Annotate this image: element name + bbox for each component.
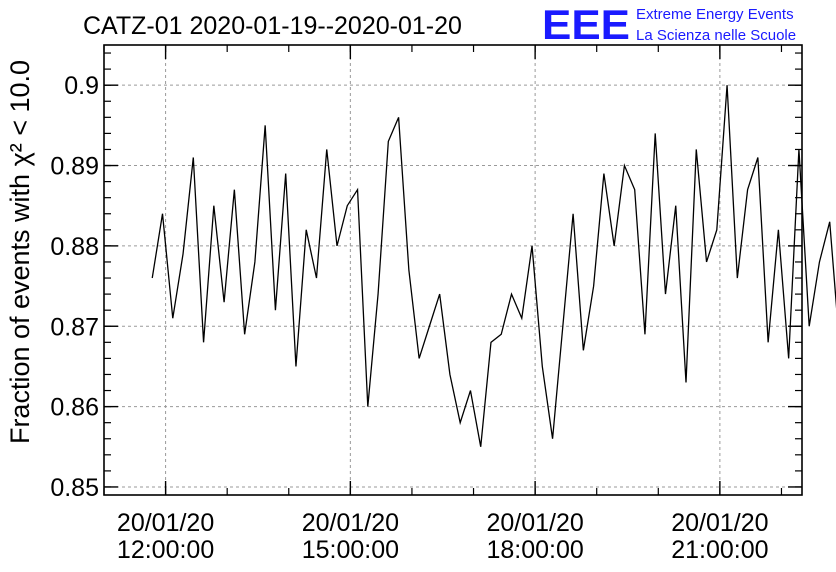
eee-logo-line2: La Scienza nelle Scuole (636, 27, 796, 44)
y-axis-label: Fraction of events with χ² < 10.0 (5, 60, 35, 444)
series-line (151, 85, 836, 447)
y-tick-label: 0.88 (50, 233, 99, 261)
eee-logo-mark: EEE (542, 1, 630, 48)
y-tick-label: 0.87 (50, 313, 99, 341)
eee-logo: EEE Extreme Energy Events La Scienza nel… (542, 1, 796, 48)
y-tick-label: 0.85 (50, 474, 99, 502)
chart-title: CATZ-01 2020-01-19--2020-01-20 (83, 12, 462, 40)
x-tick-label-time: 21:00:00 (671, 536, 768, 564)
x-axis-tick-labels: 20/01/2012:00:0020/01/2015:00:0020/01/20… (117, 509, 769, 564)
x-tick-label-time: 18:00:00 (486, 536, 583, 564)
eee-logo-line1: Extreme Energy Events (636, 6, 794, 23)
x-tick-label-date: 20/01/20 (671, 509, 768, 537)
y-axis-tick-labels: 0.85 0.86 0.87 0.88 0.89 0.9 (50, 72, 99, 502)
y-tick-label: 0.89 (50, 153, 99, 181)
y-tick-label: 0.86 (50, 394, 99, 422)
grid (104, 45, 802, 495)
x-tick-label-date: 20/01/20 (117, 509, 214, 537)
x-tick-label-date: 20/01/20 (486, 509, 583, 537)
y-tick-label: 0.9 (64, 72, 99, 100)
x-tick-label-date: 20/01/20 (302, 509, 399, 537)
axis-ticks (103, 45, 802, 495)
x-tick-label-time: 15:00:00 (302, 536, 399, 564)
x-tick-label-time: 12:00:00 (117, 536, 214, 564)
plot-frame (103, 44, 803, 496)
